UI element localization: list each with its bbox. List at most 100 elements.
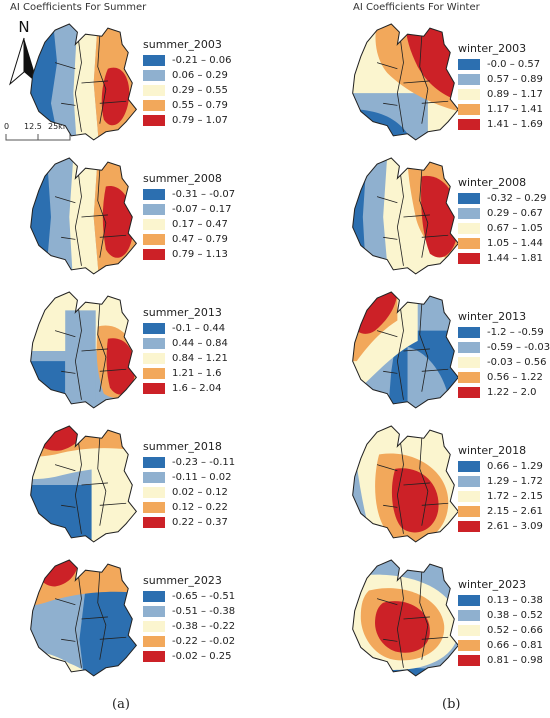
legend-title: winter_2003 — [458, 42, 527, 55]
legend-swatch — [143, 517, 165, 528]
legend-entry: 1.22 – 2.0 — [458, 385, 550, 400]
legend-label: 0.84 – 1.21 — [172, 353, 228, 364]
map-band — [30, 361, 66, 408]
district-boundaries — [376, 32, 449, 132]
legend-entry: 0.44 – 0.84 — [143, 336, 228, 351]
winter-legend: winter_2003 -0.0 – 0.57 0.57 – 0.89 0.89 – … — [458, 42, 543, 132]
legend-entry: 0.17 – 0.47 — [143, 217, 235, 232]
legend-entry: 0.02 – 0.12 — [143, 485, 235, 500]
legend-swatch — [458, 119, 480, 130]
legend-swatch — [458, 208, 480, 219]
legend-label: 1.17 – 1.41 — [487, 104, 543, 115]
legend-entry: 0.84 – 1.21 — [143, 351, 228, 366]
winter-legend: winter_2008 -0.32 – 0.29 0.29 – 0.67 0.67 –… — [458, 176, 547, 266]
legend-swatch — [458, 461, 480, 472]
legend-label: 0.57 – 0.89 — [487, 74, 543, 85]
legend-label: 0.02 – 0.12 — [172, 487, 228, 498]
summer-legend: summer_2013 -0.1 – 0.44 0.44 – 0.84 0.84 – … — [143, 306, 228, 396]
legend-swatch — [458, 640, 480, 651]
summer-legend: summer_2018 -0.23 – -0.11 -0.11 – 0.02 0.02… — [143, 440, 235, 530]
legend-swatch — [143, 606, 165, 617]
legend-swatch — [458, 253, 480, 264]
legend-label: 0.38 – 0.52 — [487, 610, 543, 621]
legend-entry: 1.29 – 1.72 — [458, 474, 543, 489]
winter-map-4 — [352, 559, 460, 677]
scale-label-2: 25km — [48, 122, 71, 131]
panel-label-a: (a) — [112, 697, 130, 712]
region-outline — [352, 425, 460, 543]
legend-swatch — [458, 193, 480, 204]
region-outline — [352, 291, 460, 409]
legend-label: -0.21 – 0.06 — [172, 55, 232, 66]
winter-map-1 — [352, 157, 460, 275]
legend-label: 0.47 – 0.79 — [172, 234, 228, 245]
legend-label: 0.66 – 0.81 — [487, 640, 543, 651]
legend-entry: 0.66 – 0.81 — [458, 638, 543, 653]
legend-swatch — [143, 249, 165, 260]
summer-column-title: AI Coefficients For Summer — [10, 2, 147, 13]
legend-entry: -0.65 – -0.51 — [143, 589, 235, 604]
legend-entry: -0.03 – 0.56 — [458, 355, 550, 370]
winter-map-2 — [352, 291, 460, 409]
legend-entry: 2.61 – 3.09 — [458, 519, 543, 534]
legend-swatch — [458, 104, 480, 115]
legend-label: -0.1 – 0.44 — [172, 323, 226, 334]
legend-entry: -0.51 – -0.38 — [143, 604, 235, 619]
legend-label: 0.06 – 0.29 — [172, 70, 228, 81]
legend-label: -0.11 – 0.02 — [172, 472, 232, 483]
legend-title: winter_2023 — [458, 578, 527, 591]
legend-label: 1.41 – 1.69 — [487, 119, 543, 130]
legend-label: 0.52 – 0.66 — [487, 625, 543, 636]
legend-swatch — [143, 383, 165, 394]
legend-entry: -0.32 – 0.29 — [458, 191, 547, 206]
summer-map-4 — [30, 559, 138, 677]
legend-entry: 1.6 – 2.04 — [143, 381, 228, 396]
legend-label: 0.55 – 0.79 — [172, 100, 228, 111]
map-band — [101, 67, 130, 126]
legend-entry: 0.67 – 1.05 — [458, 221, 547, 236]
legend-entry: -0.31 – -0.07 — [143, 187, 235, 202]
district-boundaries — [376, 568, 449, 668]
legend-label: -0.03 – 0.56 — [487, 357, 547, 368]
legend-entry: -0.59 – -0.03 — [458, 340, 550, 355]
legend-swatch — [143, 368, 165, 379]
map-band — [69, 158, 100, 274]
legend-swatch — [143, 70, 165, 81]
legend-swatch — [143, 85, 165, 96]
legend-label: 1.29 – 1.72 — [487, 476, 543, 487]
legend-swatch — [458, 372, 480, 383]
legend-swatch — [458, 387, 480, 398]
legend-title: summer_2008 — [143, 172, 222, 185]
legend-label: 0.81 – 0.98 — [487, 655, 543, 666]
legend-entry: 0.79 – 1.07 — [143, 113, 232, 128]
winter-map-3 — [352, 425, 460, 543]
legend-entry: -0.11 – 0.02 — [143, 470, 235, 485]
legend-label: -0.59 – -0.03 — [487, 342, 550, 353]
legend-swatch — [143, 100, 165, 111]
legend-entry: 0.12 – 0.22 — [143, 500, 235, 515]
legend-swatch — [143, 472, 165, 483]
legend-label: 1.21 – 1.6 — [172, 368, 222, 379]
legend-swatch — [458, 223, 480, 234]
legend-swatch — [143, 204, 165, 215]
legend-swatch — [458, 357, 480, 368]
legend-label: -0.02 – 0.25 — [172, 651, 232, 662]
region-outline — [30, 559, 138, 677]
legend-label: 2.61 – 3.09 — [487, 521, 543, 532]
map-band — [106, 338, 136, 395]
legend-label: 1.05 – 1.44 — [487, 238, 543, 249]
district-boundaries — [54, 568, 127, 668]
legend-entry: 0.79 – 1.13 — [143, 247, 235, 262]
district-boundaries — [54, 166, 127, 266]
region-outline — [352, 559, 460, 677]
legend-label: -0.31 – -0.07 — [172, 189, 236, 200]
winter-legend: winter_2018 0.66 – 1.29 1.29 – 1.72 1.72 – … — [458, 444, 543, 534]
legend-label: 0.56 – 1.22 — [487, 372, 543, 383]
legend-title: summer_2013 — [143, 306, 222, 319]
legend-title: summer_2003 — [143, 38, 222, 51]
legend-entry: 0.57 – 0.89 — [458, 72, 543, 87]
legend-label: 0.12 – 0.22 — [172, 502, 228, 513]
district-boundaries — [54, 300, 127, 400]
panel-label-b: (b) — [442, 697, 461, 712]
legend-label: 0.67 – 1.05 — [487, 223, 543, 234]
